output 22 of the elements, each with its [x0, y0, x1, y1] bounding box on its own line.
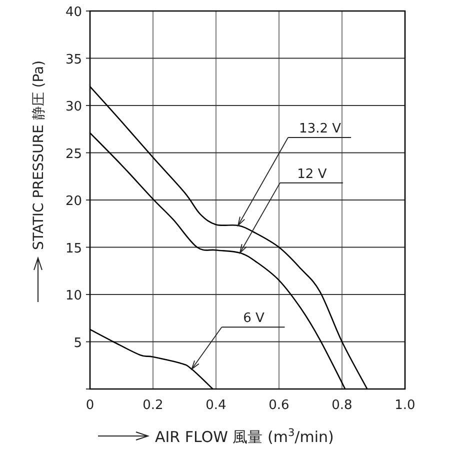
y-tick-label: 10	[65, 288, 82, 304]
y-tick-label: 20	[65, 194, 82, 209]
y-tick-label: 30	[65, 100, 82, 114]
x-axis-title: AIR FLOW 風量 (m$^{3}$/min)	[155, 427, 334, 446]
line-series	[89, 86, 368, 390]
y-tick-label: 15	[65, 241, 82, 256]
y-tick-label: 25	[65, 146, 82, 162]
annotation: 6 V	[243, 311, 264, 326]
x-tick-label: 1.0	[394, 398, 416, 413]
y-tick-label: 40	[65, 5, 82, 20]
line-series	[89, 132, 346, 390]
y-axis-title: STATIC PRESSURE 静圧 (Pa)	[31, 60, 47, 250]
line-series	[89, 328, 214, 390]
x-tick-label: 0	[86, 398, 94, 413]
y-tick-label: 35	[65, 52, 82, 68]
y-tick-label: 5	[74, 336, 82, 351]
x-tick-label: 0.4	[206, 398, 226, 413]
annotation: 12 V	[297, 166, 327, 182]
x-tick-label: 0.6	[268, 398, 290, 413]
annotation: 13.2 V	[299, 122, 342, 137]
x-tick-label: 0.8	[332, 398, 352, 413]
x-tick-label: 0.2	[142, 398, 164, 413]
